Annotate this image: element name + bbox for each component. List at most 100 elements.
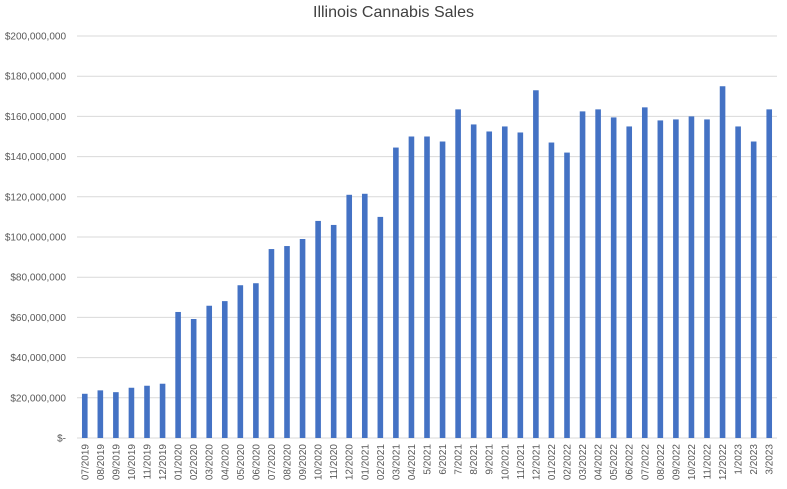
x-tick-label: 3/2023 bbox=[765, 444, 776, 475]
bar-12-2020 bbox=[346, 194, 353, 438]
y-tick-label: $100,000,000 bbox=[5, 233, 67, 244]
x-tick-label: 02/2021 bbox=[376, 444, 387, 481]
y-tick-label: $140,000,000 bbox=[5, 152, 67, 163]
x-tick-label: 10/2019 bbox=[127, 444, 138, 481]
bar-03-2022 bbox=[579, 111, 586, 439]
bar-04-2021 bbox=[408, 136, 415, 438]
bar-01-2022 bbox=[548, 142, 555, 438]
y-tick-label: $60,000,000 bbox=[10, 313, 66, 324]
x-tick-label: 02/2020 bbox=[189, 444, 200, 481]
y-tick-label: $120,000,000 bbox=[5, 192, 67, 203]
y-tick-label: $180,000,000 bbox=[5, 72, 67, 83]
x-tick-label: 01/2021 bbox=[360, 444, 371, 481]
x-tick-label: 07/2020 bbox=[267, 444, 278, 481]
x-tick-label: 09/2020 bbox=[298, 444, 309, 481]
x-tick-label: 04/2021 bbox=[407, 444, 418, 481]
x-tick-label: 12/2019 bbox=[158, 444, 169, 481]
bar-05-2020 bbox=[237, 285, 244, 438]
x-tick-label: 05/2022 bbox=[609, 444, 620, 481]
x-tick-label: 06/2022 bbox=[625, 444, 636, 481]
x-tick-label: 05/2020 bbox=[236, 444, 247, 481]
y-tick-label: $40,000,000 bbox=[10, 353, 66, 364]
x-tick-label: 09/2019 bbox=[111, 444, 122, 481]
bar-01-2020 bbox=[175, 311, 181, 438]
bar-9-2021 bbox=[486, 131, 493, 439]
bar-02-2021 bbox=[377, 216, 384, 438]
bar-3-2023 bbox=[766, 109, 773, 439]
x-tick-label: 08/2019 bbox=[96, 444, 107, 481]
bar-08-2019 bbox=[97, 390, 104, 438]
x-tick-label: 03/2020 bbox=[205, 444, 216, 481]
x-tick-label: 02/2022 bbox=[563, 444, 574, 481]
bar-5-2021 bbox=[424, 136, 430, 438]
bar-03-2020 bbox=[206, 305, 213, 438]
x-tick-label: 01/2020 bbox=[174, 444, 185, 481]
x-tick-label: 6/2021 bbox=[438, 444, 449, 475]
x-tick-label: 7/2021 bbox=[454, 444, 465, 475]
bar-7-2021 bbox=[455, 109, 461, 439]
bar-04-2020 bbox=[221, 301, 228, 438]
bar-07-2020 bbox=[268, 249, 275, 438]
x-tick-label: 12/2021 bbox=[531, 444, 542, 481]
bar-11-2022 bbox=[704, 119, 710, 439]
bar-2-2023 bbox=[750, 141, 757, 438]
bar-09-2019 bbox=[113, 392, 119, 438]
bar-10-2020 bbox=[315, 220, 321, 438]
y-tick-label: $200,000,000 bbox=[5, 32, 67, 43]
bar-12-2021 bbox=[533, 90, 539, 439]
bar-10-2019 bbox=[128, 387, 135, 438]
bar-10-2021 bbox=[501, 126, 508, 438]
x-tick-label: 10/2020 bbox=[314, 444, 325, 481]
x-tick-label: 5/2021 bbox=[423, 444, 434, 475]
bar-6-2021 bbox=[439, 141, 446, 438]
x-tick-label: 07/2022 bbox=[640, 444, 651, 481]
x-tick-label: 08/2022 bbox=[656, 444, 667, 481]
bar-03-2021 bbox=[393, 147, 399, 438]
bar-01-2021 bbox=[361, 193, 368, 438]
x-tick-label: 9/2021 bbox=[485, 444, 496, 475]
x-tick-label: 10/2021 bbox=[500, 444, 511, 481]
x-tick-label: 10/2022 bbox=[687, 444, 698, 481]
bar-11-2020 bbox=[330, 224, 337, 438]
bar-06-2020 bbox=[253, 283, 259, 438]
bar-09-2020 bbox=[299, 239, 306, 438]
x-tick-label: 04/2020 bbox=[220, 444, 231, 481]
bar-05-2022 bbox=[610, 117, 617, 438]
x-tick-label: 12/2020 bbox=[345, 444, 356, 481]
x-tick-label: 03/2022 bbox=[578, 444, 589, 481]
bar-06-2022 bbox=[626, 126, 633, 438]
x-tick-label: 08/2020 bbox=[283, 444, 294, 481]
bar-08-2022 bbox=[657, 120, 664, 439]
x-tick-label: 1/2023 bbox=[734, 444, 745, 475]
x-tick-label: 06/2020 bbox=[251, 444, 262, 481]
x-tick-label: 07/2019 bbox=[80, 444, 91, 481]
x-tick-label: 11/2022 bbox=[703, 444, 714, 480]
bar-11-2019 bbox=[144, 385, 150, 438]
bar-10-2022 bbox=[688, 116, 695, 439]
x-tick-label: 01/2022 bbox=[547, 444, 558, 481]
bar-08-2020 bbox=[284, 246, 290, 438]
bar-02-2022 bbox=[564, 152, 570, 438]
bar-12-2019 bbox=[159, 383, 166, 438]
y-tick-label: $80,000,000 bbox=[10, 273, 66, 284]
x-tick-label: 11/2019 bbox=[143, 444, 154, 480]
chart-title: Illinois Cannabis Sales bbox=[313, 4, 474, 21]
x-tick-label: 09/2022 bbox=[671, 444, 682, 481]
x-tick-label: 11/2021 bbox=[516, 444, 527, 480]
bar-04-2022 bbox=[595, 109, 601, 439]
y-axis-ticks: $- $20,000,000 $40,000,000 $60,000,000 $80,0… bbox=[5, 32, 67, 445]
x-tick-label: 11/2020 bbox=[329, 444, 340, 480]
x-tick-label: 2/2023 bbox=[749, 444, 760, 475]
x-tick-label: 03/2021 bbox=[391, 444, 402, 481]
y-tick-label: $- bbox=[57, 434, 66, 445]
bar-07-2019 bbox=[81, 393, 88, 438]
bar-8-2021 bbox=[470, 124, 477, 438]
bar-02-2020 bbox=[190, 319, 197, 438]
bar-07-2022 bbox=[641, 107, 648, 439]
bar-09-2022 bbox=[673, 119, 679, 439]
bar-11-2021 bbox=[517, 132, 524, 439]
bars bbox=[81, 86, 773, 439]
y-tick-label: $20,000,000 bbox=[10, 393, 66, 404]
bar-12-2022 bbox=[719, 86, 726, 438]
